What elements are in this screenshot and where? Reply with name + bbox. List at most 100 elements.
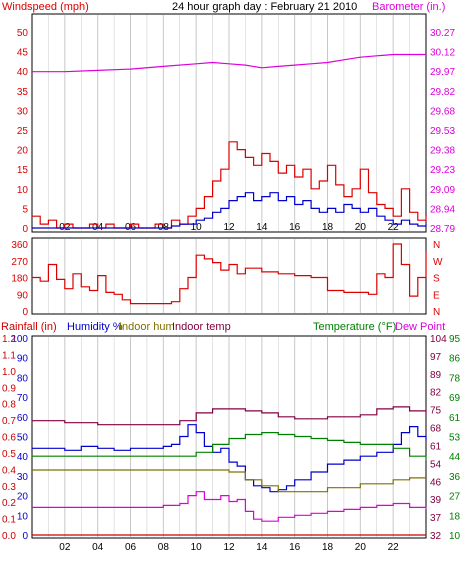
legend-temperature: Temperature (°F): [313, 321, 396, 333]
temperature-tick-label: 97: [430, 352, 442, 363]
windavg-line: [32, 192, 427, 229]
x-tick-label-humidity: 18: [322, 542, 334, 553]
dewpoint-tick-label: 10: [449, 531, 461, 542]
dewpoint-tick-label: 95: [449, 334, 461, 345]
windspeed-tick-label: 15: [17, 165, 29, 176]
windspeed-tick-label: 20: [17, 146, 29, 157]
direction-line: [32, 243, 427, 305]
legend-indoor-temp: Indoor temp: [172, 321, 231, 333]
barometer-tick-label: 29.23: [430, 165, 455, 176]
temperature-tick-label: 68: [430, 424, 442, 435]
graph-title: 24 hour graph day : February 21 2010: [172, 1, 357, 13]
temperature-tick-label: 104: [430, 334, 447, 345]
dew-point-line: [32, 491, 427, 522]
dewpoint-tick-label: 44: [449, 452, 461, 463]
humidity-tick-label: 30: [17, 472, 29, 483]
rainfall-tick-label: 0.0: [2, 531, 16, 542]
humidity-tick-label: 10: [17, 511, 29, 522]
dewpoint-tick-label: 27: [449, 492, 461, 503]
legend-rainfall: Rainfall (in): [1, 321, 57, 333]
barometer-line: [32, 53, 426, 73]
x-tick-label-humidity: 02: [59, 542, 71, 553]
direction-tick-label: 0: [22, 307, 28, 318]
humidity-tick-label: 0: [22, 531, 28, 542]
legend-indoor-hum: Indoor hum: [119, 321, 175, 333]
temperature-tick-label: 37: [430, 513, 442, 524]
x-tick-label-humidity: 14: [256, 542, 268, 553]
x-tick-label-wind: 20: [355, 222, 367, 233]
barometer-tick-label: 29.82: [430, 87, 455, 98]
windspeed-tick-label: 35: [17, 87, 29, 98]
temperature-tick-label: 89: [430, 370, 442, 381]
panel-wind-frame: [31, 13, 427, 233]
rainfall-tick-label: 0.1: [2, 515, 16, 526]
windspeed-tick-label: 10: [17, 185, 29, 196]
x-tick-label-humidity: 20: [355, 542, 367, 553]
x-tick-label-wind: 12: [223, 222, 235, 233]
x-tick-label-humidity: 08: [158, 542, 170, 553]
barometer-tick-label: 28.79: [430, 224, 455, 235]
temperature-line: [32, 432, 427, 461]
barometer-tick-label: 28.94: [430, 204, 455, 215]
temperature-tick-label: 32: [430, 531, 442, 542]
barometer-tick-label: 29.09: [430, 185, 455, 196]
x-tick-label-wind: 18: [322, 222, 334, 233]
windspeed-tick-label: 0: [22, 224, 28, 235]
compass-tick-label: E: [433, 290, 440, 301]
rainfall-tick-label: 0.2: [2, 498, 16, 509]
windspeed-tick-label: 5: [22, 204, 28, 215]
legend-dew-point: Dew Point: [395, 321, 445, 333]
rainfall-tick-label: 0.6: [2, 433, 16, 444]
vertical-grid: [48, 15, 410, 537]
humidity-tick-label: 60: [17, 413, 29, 424]
x-tick-label-humidity: 10: [191, 542, 203, 553]
windspeed-tick-label: 25: [17, 126, 29, 137]
legend-humidity: Humidity %: [67, 321, 123, 333]
rainfall-tick-label: 0.5: [2, 449, 16, 460]
rainfall-tick-label: 1.0: [2, 367, 16, 378]
dewpoint-tick-label: 61: [449, 413, 461, 424]
humidity-line: [32, 424, 427, 493]
dewpoint-tick-label: 86: [449, 354, 461, 365]
windspeed-tick-label: 40: [17, 67, 29, 78]
rainfall-tick-label: 0.8: [2, 400, 16, 411]
rainfall-tick-label: 1.2: [2, 334, 16, 345]
barometer-tick-label: 29.53: [430, 126, 455, 137]
x-tick-label-wind: 10: [191, 222, 203, 233]
barometer-tick-label: 30.27: [430, 28, 455, 39]
x-tick-label-humidity: 22: [388, 542, 400, 553]
direction-tick-label: 180: [11, 274, 28, 285]
dewpoint-tick-label: 53: [449, 433, 461, 444]
temperature-tick-label: 46: [430, 477, 442, 488]
humidity-tick-label: 80: [17, 373, 29, 384]
temperature-tick-label: 54: [430, 459, 442, 470]
x-tick-label-wind: 14: [256, 222, 268, 233]
humidity-tick-label: 50: [17, 433, 29, 444]
rainfall-tick-label: 1.1: [2, 350, 16, 361]
temperature-tick-label: 75: [430, 406, 442, 417]
barometer-tick-label: 29.68: [430, 106, 455, 117]
dewpoint-tick-label: 36: [449, 472, 461, 483]
compass-tick-label: N: [433, 307, 440, 318]
compass-tick-label: S: [433, 274, 440, 285]
rainfall-tick-label: 0.9: [2, 383, 16, 394]
temperature-tick-label: 61: [430, 441, 442, 452]
compass-tick-label: W: [433, 257, 443, 268]
rainfall-tick-label: 0.3: [2, 482, 16, 493]
windspeed-axis-label: Windspeed (mph): [2, 1, 89, 13]
barometer-tick-label: 30.12: [430, 48, 455, 59]
barometer-tick-label: 29.38: [430, 146, 455, 157]
temperature-tick-label: 82: [430, 388, 442, 399]
x-tick-label-humidity: 16: [289, 542, 301, 553]
direction-tick-label: 360: [11, 240, 28, 251]
x-tick-label-wind: 22: [388, 222, 400, 233]
x-tick-label-humidity: 12: [223, 542, 235, 553]
x-tick-label-humidity: 04: [92, 542, 104, 553]
humidity-tick-label: 90: [17, 354, 29, 365]
windspeed-tick-label: 50: [17, 28, 29, 39]
temperature-tick-label: 39: [430, 495, 442, 506]
direction-tick-label: 270: [11, 257, 28, 268]
windspeed-tick-label: 30: [17, 106, 29, 117]
dewpoint-tick-label: 69: [449, 393, 461, 404]
